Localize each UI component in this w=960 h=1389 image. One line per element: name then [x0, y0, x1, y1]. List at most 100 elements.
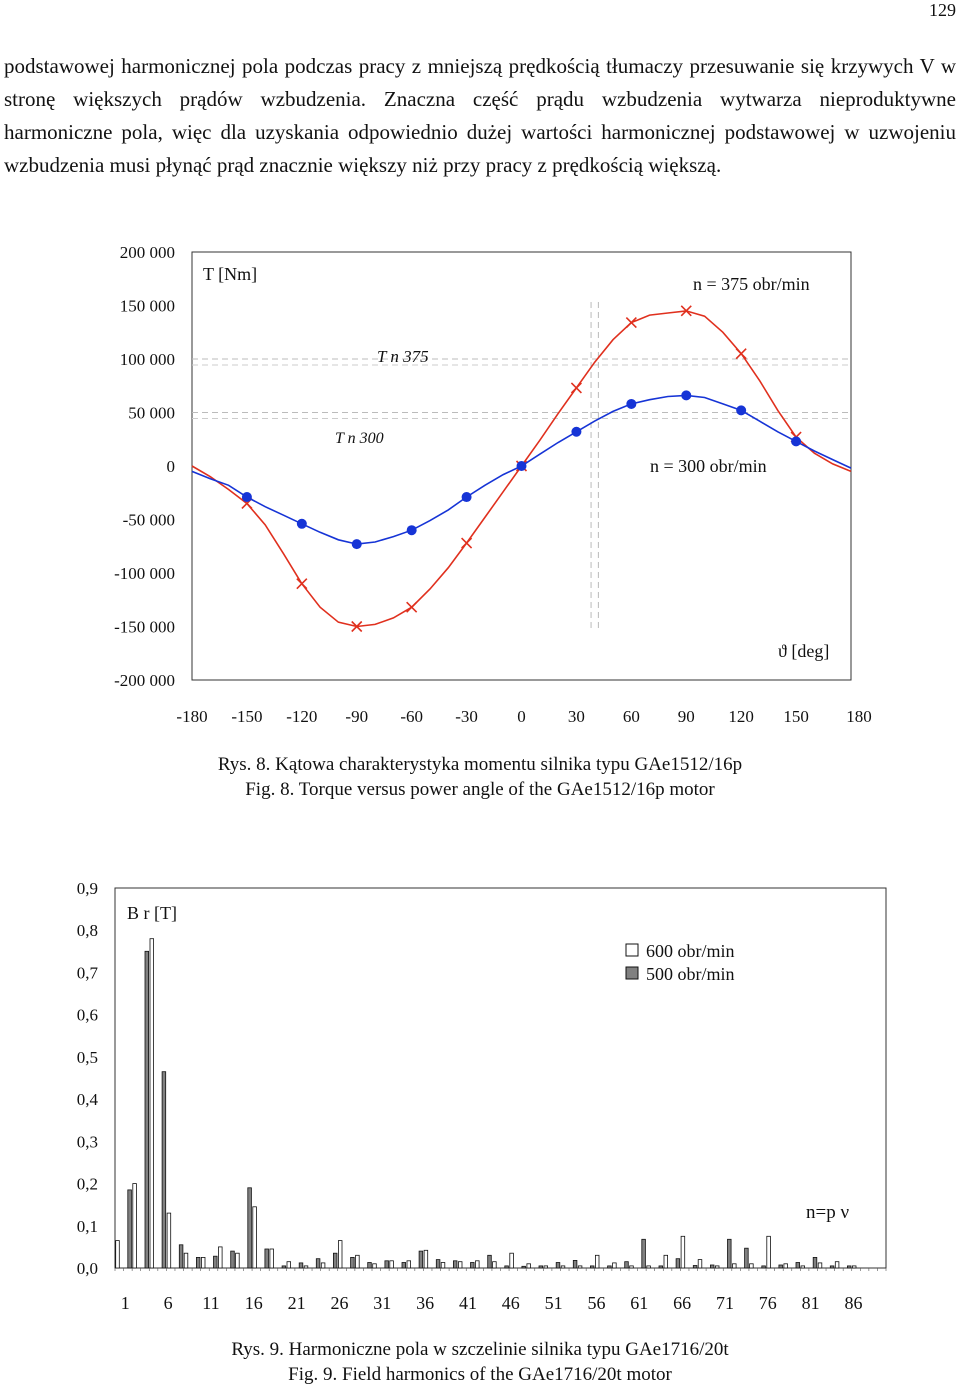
- y-tick-label: 150 000: [120, 297, 175, 316]
- bar-500: [247, 1187, 252, 1269]
- x-tick-label: -120: [286, 707, 317, 726]
- x-tick-label: 1: [121, 1293, 130, 1313]
- data-point-cross: [570, 382, 582, 394]
- bar-500: [195, 1257, 201, 1269]
- bar-600: [680, 1235, 686, 1269]
- x-tick-label: 26: [330, 1293, 348, 1313]
- bar-600: [166, 1212, 172, 1269]
- legend-label-600: 600 obr/min: [646, 941, 735, 961]
- data-point-dot: [681, 390, 692, 401]
- bar-500: [538, 1265, 543, 1269]
- bar-500: [213, 1255, 218, 1269]
- x-axis-label: ϑ [deg]: [778, 641, 829, 661]
- bar-600: [372, 1263, 377, 1269]
- x-tick-label: 81: [802, 1293, 820, 1313]
- bar-600: [526, 1263, 531, 1269]
- field-harmonics-chart: 0,90,80,70,60,50,40,30,20,10,01 6 11 16 21 26…: [77, 879, 887, 1313]
- y-tick-label: 0,1: [77, 1217, 98, 1236]
- bar-500: [127, 1189, 132, 1269]
- x-tick-label: 6: [164, 1293, 173, 1313]
- data-point-cross: [296, 578, 308, 590]
- y-tick-label: 0,0: [77, 1259, 98, 1278]
- bar-500: [829, 1265, 835, 1269]
- x-tick-label: -60: [400, 707, 423, 726]
- legend-swatch-600: [625, 943, 639, 957]
- y-tick-label: 0,3: [77, 1132, 98, 1151]
- bar-500: [230, 1250, 235, 1269]
- label-300: n = 300 obr/min: [650, 456, 767, 476]
- data-point-dot: [736, 405, 747, 416]
- bar-600: [235, 1252, 240, 1269]
- x-tick-label: 30: [568, 707, 585, 726]
- bar-500: [178, 1244, 184, 1269]
- bar-500: [418, 1250, 424, 1269]
- bar-500: [555, 1262, 561, 1269]
- bar-500: [298, 1262, 304, 1269]
- bar-600: [834, 1261, 840, 1269]
- bar-600: [766, 1235, 771, 1269]
- x-tick-label: 71: [716, 1293, 734, 1313]
- data-point-dot: [791, 436, 802, 447]
- y-tick-label: -50 000: [123, 511, 175, 530]
- bar-500: [281, 1265, 287, 1269]
- bar-500: [470, 1262, 475, 1269]
- bar-600: [286, 1261, 291, 1269]
- page-number: 129: [929, 0, 956, 20]
- bar-500: [452, 1260, 458, 1269]
- y-axis-label: T [Nm]: [203, 264, 257, 284]
- bar-600: [337, 1240, 343, 1269]
- bar-600: [817, 1262, 823, 1269]
- data-point-dot: [296, 518, 307, 529]
- data-point-dot: [626, 398, 637, 409]
- y-tick-label: -150 000: [114, 618, 175, 637]
- bar-600: [218, 1246, 223, 1269]
- data-point-cross: [735, 348, 747, 360]
- bar-500: [264, 1248, 269, 1269]
- x-tick-label: 31: [373, 1293, 391, 1313]
- x-axis-label: n=p ν: [806, 1202, 849, 1223]
- x-tick-label: 61: [630, 1293, 648, 1313]
- bar-600: [320, 1262, 326, 1269]
- x-tick-label: -90: [345, 707, 368, 726]
- bar-500: [778, 1264, 783, 1269]
- x-tick-label: 0: [517, 707, 526, 726]
- bar-600: [509, 1252, 514, 1269]
- bar-500: [350, 1257, 355, 1269]
- data-point-cross: [461, 537, 473, 549]
- x-tick-label: 21: [288, 1293, 306, 1313]
- bar-500: [521, 1265, 526, 1269]
- x-tick-label: 11: [202, 1293, 219, 1313]
- x-tick-label: -180: [176, 707, 207, 726]
- bar-500: [607, 1265, 612, 1269]
- bar-500: [590, 1265, 595, 1269]
- bar-500: [761, 1265, 766, 1269]
- bar-600: [492, 1261, 497, 1269]
- bar-600: [269, 1248, 274, 1269]
- y-tick-label: 0,6: [77, 1006, 98, 1025]
- data-point-dot: [571, 426, 582, 437]
- y-tick-label: 0,8: [77, 921, 98, 940]
- bar-500: [504, 1265, 509, 1269]
- bar-600: [783, 1263, 788, 1269]
- bar-500: [795, 1262, 800, 1269]
- x-tick-label: -30: [455, 707, 478, 726]
- bar-500: [144, 950, 149, 1269]
- bar-500: [710, 1264, 715, 1269]
- plot-area: [114, 887, 887, 1269]
- bar-500: [401, 1262, 406, 1269]
- bar-600: [406, 1260, 411, 1269]
- bar-500: [332, 1252, 338, 1269]
- bar-600: [800, 1265, 805, 1269]
- data-point-dot: [516, 461, 527, 471]
- y-tick-label: 50 000: [128, 404, 175, 423]
- bar-600: [457, 1261, 463, 1269]
- bar-600: [852, 1265, 857, 1269]
- x-tick-label: 120: [728, 707, 754, 726]
- y-tick-label: -200 000: [114, 671, 175, 690]
- y-tick-label: 200 000: [120, 243, 175, 262]
- data-point-cross: [625, 317, 637, 329]
- x-tick-label: 51: [545, 1293, 563, 1313]
- bar-600: [423, 1249, 429, 1269]
- bar-600: [440, 1262, 446, 1269]
- bar-500: [641, 1238, 646, 1269]
